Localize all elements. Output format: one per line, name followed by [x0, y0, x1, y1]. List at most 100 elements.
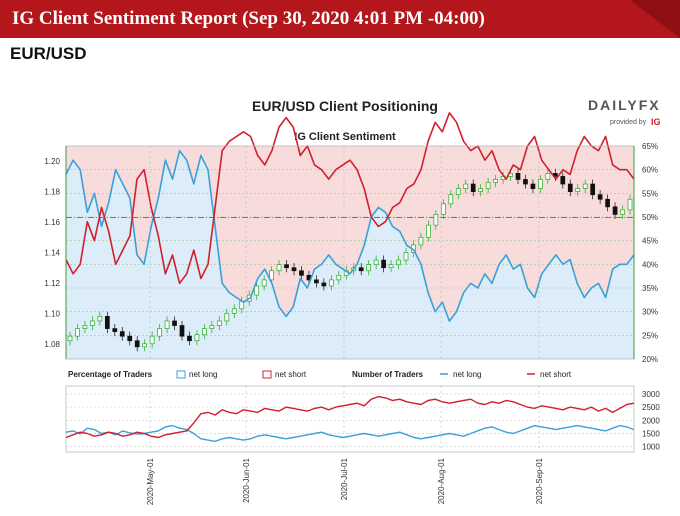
net-short-line — [65, 112, 635, 285]
candle-body — [231, 308, 237, 314]
chart-title: EUR/USD Client Positioning — [252, 98, 438, 114]
candle-body — [67, 335, 73, 342]
candle-body — [560, 176, 566, 185]
candle-body — [478, 188, 484, 192]
candle-body — [485, 182, 491, 189]
legend-percentage-label: Percentage of Traders — [68, 370, 153, 379]
report-title: IG Client Sentiment Report (Sep 30, 2020… — [12, 8, 485, 29]
candle-body — [538, 179, 543, 189]
candle-body — [261, 279, 267, 287]
candle-body — [119, 331, 125, 337]
candle-body — [515, 173, 521, 180]
legend-num-net-short-text: net short — [540, 370, 572, 379]
candle-body — [209, 325, 215, 329]
legend-number-label: Number of Traders — [352, 370, 424, 379]
candle-body — [358, 267, 364, 272]
candle-body — [388, 264, 394, 269]
candle-body — [187, 335, 192, 342]
count-net-long-line — [65, 424, 635, 443]
lower-plot-grid — [65, 385, 635, 453]
candle-body — [523, 179, 528, 185]
candle-body — [381, 259, 386, 269]
candle-body — [82, 325, 88, 329]
lower-plot-frame — [65, 385, 635, 453]
dailyfx-logo: DAILYFX provided by IG — [588, 97, 661, 127]
candle-body — [627, 198, 633, 211]
candle-body — [605, 198, 610, 208]
lower-y-tick-label: 1500 — [642, 430, 660, 439]
candle-body — [142, 343, 148, 348]
y-left-tick-label: 1.08 — [44, 340, 60, 349]
lower-y-tick-label: 2000 — [642, 416, 660, 425]
candle-body — [418, 236, 424, 246]
candle-body — [597, 194, 603, 200]
candle-body — [403, 252, 409, 261]
lower-legend: Percentage of Traders net long net short… — [68, 370, 572, 379]
candle-body — [134, 340, 140, 348]
legend-net-short-text: net short — [275, 370, 307, 379]
candle-body — [470, 183, 476, 192]
y-right-tick-label: 40% — [642, 260, 658, 269]
legend-num-net-long-text: net long — [453, 370, 481, 379]
candle-body — [179, 325, 185, 337]
y-right-tick-label: 35% — [642, 284, 658, 293]
trader-count-lines — [65, 395, 635, 443]
candle-body — [321, 282, 327, 287]
x-tick-label: 2020-Aug-01 — [437, 457, 446, 504]
candle-body — [97, 316, 103, 322]
candle-body — [314, 279, 319, 284]
banner-corner-decoration — [630, 0, 680, 38]
candle-body — [373, 259, 379, 266]
candle-body — [269, 270, 274, 281]
candle-body — [493, 179, 498, 183]
y-left-tick-label: 1.16 — [44, 218, 60, 227]
candle-body — [433, 214, 439, 226]
legend-net-long-text: net long — [189, 370, 217, 379]
y-right-tick-label: 55% — [642, 189, 658, 198]
legend-net-short-swatch — [262, 370, 272, 379]
candle-body — [426, 224, 431, 238]
candle-body — [612, 206, 618, 215]
candle-body — [299, 270, 304, 276]
candle-body — [157, 328, 162, 337]
y-left-tick-label: 1.12 — [44, 279, 60, 288]
candle-body — [149, 335, 155, 345]
candle-body — [366, 264, 372, 272]
candle-body — [291, 267, 297, 272]
lower-y-tick-label: 3000 — [642, 390, 660, 399]
net-long-line — [65, 149, 635, 322]
candle-body — [448, 194, 454, 205]
candle-body — [328, 279, 334, 287]
candle-body — [90, 320, 95, 326]
candle-body — [224, 313, 230, 322]
candle-body — [112, 328, 118, 332]
candle-body — [440, 203, 446, 215]
lower-y-tick-label: 1000 — [642, 443, 660, 452]
candle-body — [396, 259, 401, 266]
candle-body — [202, 328, 207, 336]
y-right-tick-label: 65% — [642, 142, 658, 151]
sentiment-lines — [65, 112, 635, 322]
candle-body — [276, 264, 282, 272]
candle-body — [567, 183, 573, 192]
logo-sub-text: provided by — [610, 119, 647, 126]
x-tick-label: 2020-Jul-01 — [340, 457, 349, 500]
candle-body — [590, 183, 596, 196]
candle-body — [172, 320, 177, 326]
candle-body — [575, 188, 581, 192]
candle-body — [75, 328, 80, 337]
y-left-tick-label: 1.18 — [44, 188, 60, 197]
lower-plot-axes: 1000 1500 2000 2500 3000 — [642, 390, 660, 452]
y-right-tick-label: 30% — [642, 308, 658, 317]
client-positioning-chart: EUR/USD Client Positioning IG Client Sen… — [44, 97, 661, 505]
x-tick-label: 2020-Sep-01 — [535, 457, 544, 504]
x-tick-label: 2020-May-01 — [146, 457, 155, 505]
y-right-tick-label: 25% — [642, 331, 658, 340]
price-candles — [67, 168, 633, 352]
y-left-tick-label: 1.14 — [44, 249, 60, 258]
lower-y-tick-label: 2500 — [642, 403, 660, 412]
x-tick-label: 2020-Jun-01 — [242, 457, 251, 502]
chart-subtitle: IG Client Sentiment — [294, 131, 396, 143]
legend-net-long-swatch — [176, 370, 186, 379]
y-right-tick-label: 60% — [642, 166, 658, 175]
